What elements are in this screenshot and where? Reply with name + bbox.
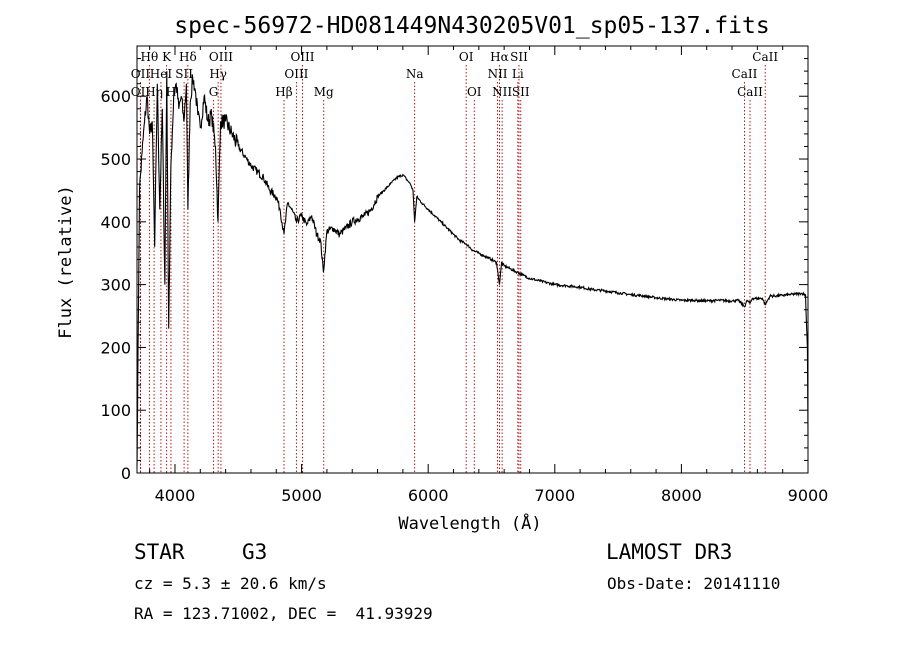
spectral-line-label: Hδ [179,50,197,64]
x-tick-label: 4000 [155,486,196,505]
spectral-line-label: G [209,85,219,99]
spectral-line-label: NII [492,85,512,99]
y-tick-label: 300 [100,276,131,295]
y-tick-label: 200 [100,338,131,357]
spectral-line-label: OII [131,85,151,99]
spectral-line-label: OIII [284,67,308,81]
object-subclass: G3 [242,540,268,564]
spectral-line-label: Hβ [275,85,292,99]
spectral-line-label: OIII [209,50,233,64]
spectral-line-label: Hα [490,50,509,64]
spectral-line-label: OI [459,50,474,64]
x-axis-ticks: 4000 5000 6000 7000 8000 9000 [149,46,829,505]
x-axis-label: Wavelength (Å) [398,512,541,534]
y-tick-label: 100 [100,401,131,420]
spectral-line-label: CaII [737,85,763,99]
spectral-line-label: Na [406,67,424,81]
x-tick-label: 6000 [408,486,449,505]
x-tick-label: 5000 [281,486,322,505]
spectral-line-label: Hη [145,85,163,99]
spectral-line-label: SII [512,85,530,99]
y-tick-label: 600 [100,87,131,106]
y-tick-label: 0 [121,464,131,483]
redshift-cz: cz = 5.3 ± 20.6 km/s [134,574,327,593]
y-axis-label: Flux (relative) [56,185,76,339]
spectral-line-label: H [166,85,176,99]
x-tick-label: 7000 [534,486,575,505]
spectral-line-label: Li [512,67,524,81]
y-tick-label: 400 [100,213,131,232]
spectral-line-label: CaII [732,67,758,81]
plot-frame [136,45,809,474]
spectral-line-label: Hθ [141,50,159,64]
observation-date: Obs-Date: 20141110 [607,574,781,593]
spectral-line-label: CaII [752,50,778,64]
spectral-line-label: OIII [290,50,314,64]
spectral-line-markers [139,65,766,473]
spectral-line-label: OI [467,85,482,99]
spectral-line-label: Hγ [209,67,227,81]
spectral-line-label: OII [131,67,151,81]
ra-dec-coordinates: RA = 123.71002, DEC = 41.93929 [134,604,433,623]
spectral-line-label: K [162,50,172,64]
spectral-line-label: SII [510,50,528,64]
y-axis-ticks: 0 100 200 300 400 500 600 [100,45,808,483]
survey-name: LAMOST DR3 [606,540,733,564]
spectral-line-label: Mg [314,85,334,99]
spectral-line-label: SII [175,67,193,81]
spectral-line-label: HeI [150,67,173,81]
y-tick-label: 500 [100,150,131,169]
x-tick-label: 9000 [788,486,829,505]
object-class: STAR [134,540,185,564]
spectrum-series-line [136,71,809,467]
spectral-line-label: NII [488,67,508,81]
x-tick-label: 8000 [661,486,702,505]
chart-title: spec-56972-HD081449N430205V01_sp05-137.f… [174,13,769,39]
